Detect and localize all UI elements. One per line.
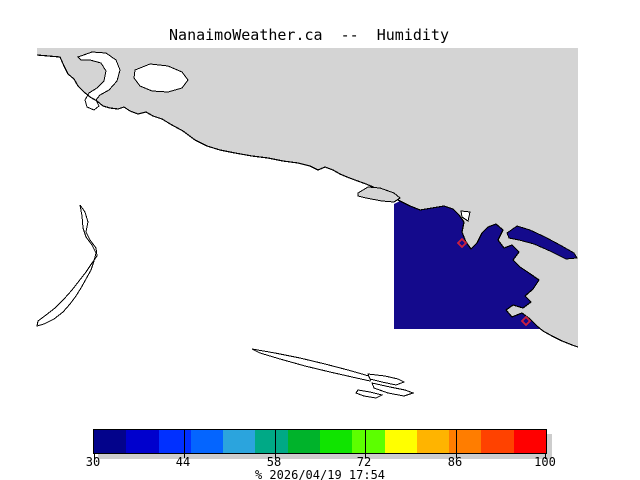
colorbar-segment [352,430,385,453]
colorbar [93,429,547,459]
colorbar-segment [190,430,224,453]
colorbar-segment [513,430,546,453]
colorbar-segment [319,430,353,453]
page-title: NanaimoWeather.ca -- Humidity [169,26,449,44]
colorbar-tick [456,429,457,458]
station-marker [456,237,468,249]
island-overlay [506,225,578,260]
colorbar-tick-label: 58 [266,455,282,469]
colorbar-segment [255,430,288,453]
colorbar-tick-labels: 30 44 58 72 86 100 [86,455,556,469]
inlet-lake [133,63,189,93]
colorbar-segment [94,430,127,453]
colorbar-tick-label: 100 [534,455,556,469]
colorbar-tick-label: 44 [175,455,191,469]
colorbar-tick [365,429,366,458]
small-island [357,186,401,203]
colorbar-tick [94,453,95,459]
colorbar-segment [416,430,450,453]
colorbar-tick [545,453,546,459]
colorbar-caption: % 2026/04/19 17:54 [254,468,386,480]
gulf-island-outline [371,382,415,397]
colorbar-segment [384,430,417,453]
coastline [36,54,579,348]
colorbar-tick [275,429,276,458]
harbour-notch [460,210,471,222]
colorbar-segment [126,430,159,453]
colorbar-segment [449,430,482,453]
colorbar-segment [158,430,191,453]
colorbar-tick-label: 30 [85,455,101,469]
colorbar-tick [184,429,185,458]
colorbar-tick-label: 72 [356,455,372,469]
colorbar-segment [287,430,320,453]
gulf-island-outline [251,348,373,382]
humidity-overlay [394,201,540,329]
gulf-island-outline [355,389,384,399]
gulf-island-outline [367,373,406,386]
station-marker [520,315,532,327]
colorbar-segment [223,430,256,453]
skinny-island-outline [36,204,98,327]
colorbar-tick-label: 86 [447,455,463,469]
land-mass [37,48,578,347]
colorbar-segment [481,430,514,453]
